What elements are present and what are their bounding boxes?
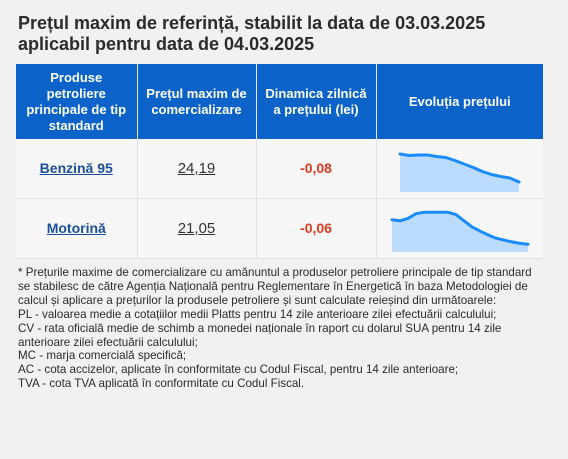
table-row: Benzină 95 24,19 -0,08 <box>16 139 543 199</box>
product-cell: Benzină 95 <box>16 139 138 199</box>
daily-change-value: -0,06 <box>300 219 332 236</box>
sparkline-area <box>400 153 520 192</box>
product-link-benzina-95[interactable]: Benzină 95 <box>39 159 113 176</box>
delta-cell: -0,08 <box>256 139 377 199</box>
product-cell: Motorină <box>16 198 138 259</box>
page-title: Prețul maxim de referință, stabilit la d… <box>18 13 486 54</box>
price-cell: 21,05 <box>137 198 257 259</box>
sparkline-benzina-95 <box>398 152 521 192</box>
sparkline-cell <box>376 198 543 259</box>
footnote-tva: TVA - cota TVA aplicată în conformitate … <box>18 377 305 391</box>
table-row: Motorină 21,05 -0,06 <box>16 198 543 259</box>
header-product: Produse petroliere principale de tip sta… <box>16 64 138 139</box>
sparkline-cell <box>376 139 543 199</box>
header-price-evolution: Evoluția prețului <box>376 64 543 139</box>
delta-cell: -0,06 <box>256 198 377 259</box>
price-value: 21,05 <box>177 219 216 237</box>
price-cell: 24,19 <box>137 139 257 199</box>
footnote-intro: * Prețurile maxime de comercializare cu … <box>18 266 532 307</box>
sparkline-line <box>398 152 521 183</box>
table-header-row: Produse petroliere principale de tip sta… <box>16 64 543 139</box>
header-max-price: Prețul maxim de comercializare <box>137 64 257 139</box>
sparkline-area <box>391 211 528 252</box>
sparkline-motorina <box>390 210 530 252</box>
footnotes: * Prețurile maxime de comercializare cu … <box>18 266 538 391</box>
footnote-mc: MC - marja comercială specifică; <box>18 349 187 363</box>
sparkline-line <box>390 210 530 246</box>
price-value: 24,19 <box>177 159 216 177</box>
footnote-pl: PL - valoarea medie a cotațiilor medii P… <box>18 307 497 321</box>
price-table: Produse petroliere principale de tip sta… <box>16 64 543 259</box>
footnote-cv: CV - rata oficială medie de schimb a mon… <box>18 321 502 349</box>
footnote-ac: AC - cota accizelor, aplicate în conform… <box>18 363 459 377</box>
daily-change-value: -0,08 <box>300 159 332 176</box>
header-daily-change: Dinamica zilnică a prețului (lei) <box>256 64 377 139</box>
product-link-motorina[interactable]: Motorină <box>46 219 106 236</box>
